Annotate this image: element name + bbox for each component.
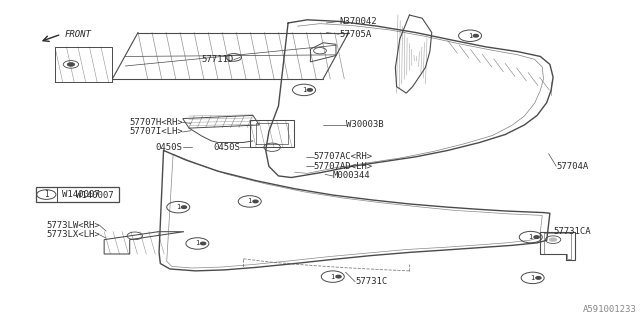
Circle shape [253, 200, 258, 203]
Text: 1: 1 [248, 198, 252, 204]
Text: 0450S: 0450S [213, 143, 240, 152]
Text: 1: 1 [529, 234, 533, 240]
Circle shape [181, 206, 186, 208]
Text: N370042: N370042 [339, 17, 377, 26]
Text: W140007: W140007 [62, 190, 100, 199]
Text: 57707AD<LH>: 57707AD<LH> [314, 162, 372, 171]
Text: 57707AC<RH>: 57707AC<RH> [314, 152, 372, 161]
Circle shape [549, 238, 557, 242]
Text: 0450S: 0450S [156, 143, 182, 152]
Text: 57731C: 57731C [355, 277, 387, 286]
Text: 5773LX<LH>: 5773LX<LH> [46, 230, 100, 239]
Circle shape [473, 35, 478, 37]
Text: 5773LW<RH>: 5773LW<RH> [46, 221, 100, 230]
Bar [36, 187, 119, 202]
Circle shape [67, 62, 75, 66]
Text: 1: 1 [44, 190, 49, 199]
Circle shape [307, 89, 312, 91]
Text: 1: 1 [468, 33, 472, 39]
Text: 1: 1 [195, 240, 200, 246]
Text: W140007: W140007 [76, 191, 114, 200]
Text: 57705A: 57705A [339, 30, 371, 39]
Text: 57711D: 57711D [202, 55, 234, 64]
Text: 1: 1 [531, 275, 535, 281]
Text: M000344: M000344 [333, 172, 371, 180]
Text: FRONT: FRONT [65, 30, 92, 39]
Text: 57707H<RH>: 57707H<RH> [129, 118, 182, 127]
Text: 1: 1 [302, 87, 306, 93]
Text: 57707I<LH>: 57707I<LH> [129, 127, 182, 136]
Text: W30003B: W30003B [346, 120, 383, 130]
Circle shape [536, 276, 541, 279]
Text: 1: 1 [176, 204, 180, 210]
Text: 57731CA: 57731CA [553, 227, 591, 236]
Circle shape [200, 242, 205, 245]
Circle shape [336, 275, 341, 278]
Text: A591001233: A591001233 [582, 305, 636, 314]
Text: 57704A: 57704A [556, 162, 589, 171]
Circle shape [534, 236, 539, 238]
Text: 1: 1 [331, 274, 335, 280]
